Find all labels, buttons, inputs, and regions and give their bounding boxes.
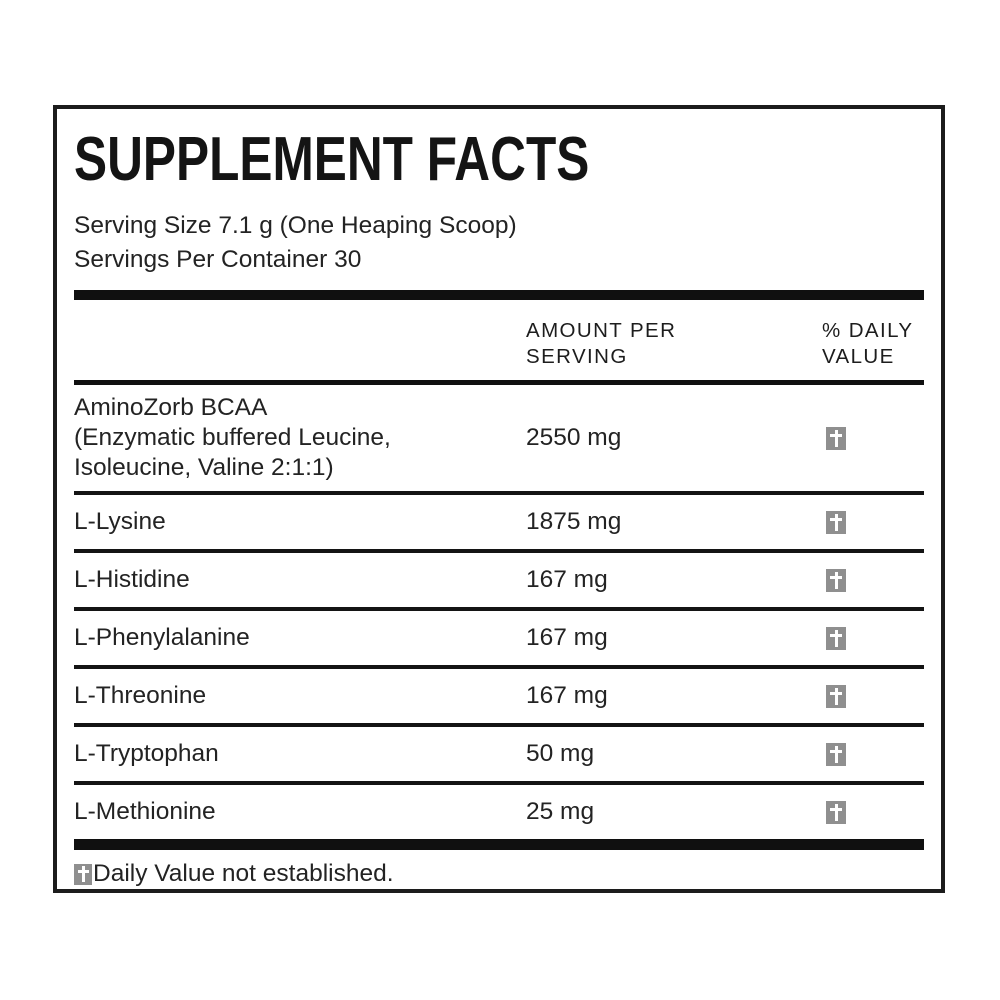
ingredient-amount: 1875 mg xyxy=(526,508,622,535)
table-row: L-Lysine 1875 mg xyxy=(74,495,924,549)
column-header-dv-line2: VALUE xyxy=(822,345,895,368)
column-header-amount: AMOUNT PER SERVING xyxy=(526,318,676,370)
row-divider xyxy=(74,607,924,611)
dagger-icon xyxy=(826,626,846,650)
ingredient-daily-value xyxy=(826,626,846,650)
serving-size-text: Serving Size 7.1 g (One Heaping Scoop) xyxy=(74,212,517,239)
table-row: L-Phenylalanine 167 mg xyxy=(74,611,924,665)
column-header-dv-line1: % DAILY xyxy=(822,319,914,342)
rule-above-header xyxy=(74,290,924,300)
ingredient-daily-value xyxy=(826,742,846,766)
supplement-facts-panel: SUPPLEMENT FACTS Serving Size 7.1 g (One… xyxy=(53,105,945,893)
ingredient-amount: 167 mg xyxy=(526,682,608,709)
ingredient-daily-value xyxy=(826,800,846,824)
column-header-amount-line1: AMOUNT PER xyxy=(526,319,677,342)
table-row: L-Tryptophan 50 mg xyxy=(74,727,924,781)
ingredient-daily-value xyxy=(826,684,846,708)
dagger-icon xyxy=(826,684,846,708)
dagger-icon xyxy=(826,800,846,824)
table-row: L-Threonine 167 mg xyxy=(74,669,924,723)
ingredient-name: L-Methionine xyxy=(74,798,216,825)
ingredient-amount: 25 mg xyxy=(526,798,595,825)
ingredient-daily-value xyxy=(826,568,846,592)
dagger-icon xyxy=(74,863,92,885)
ingredient-amount: 2550 mg xyxy=(526,424,622,451)
column-header-row: AMOUNT PER SERVING % DAILY VALUE xyxy=(74,300,924,380)
table-row: L-Histidine 167 mg xyxy=(74,553,924,607)
dagger-icon xyxy=(826,510,846,534)
ingredient-name: L-Phenylalanine xyxy=(74,624,250,651)
row-divider xyxy=(74,665,924,669)
ingredient-amount: 50 mg xyxy=(526,740,595,767)
ingredient-amount: 167 mg xyxy=(526,566,608,593)
dagger-icon xyxy=(826,568,846,592)
ingredient-name: L-Threonine xyxy=(74,682,207,709)
ingredient-daily-value xyxy=(826,510,846,534)
column-header-daily-value: % DAILY VALUE xyxy=(822,318,913,370)
rule-below-header xyxy=(74,380,924,385)
dagger-icon xyxy=(826,742,846,766)
ingredient-name: L-Tryptophan xyxy=(74,740,219,767)
column-header-amount-line2: SERVING xyxy=(526,345,628,368)
ingredient-daily-value xyxy=(826,426,846,450)
table-row: AminoZorb BCAA (Enzymatic buffered Leuci… xyxy=(74,385,924,491)
ingredient-amount: 167 mg xyxy=(526,624,608,651)
row-divider xyxy=(74,491,924,495)
ingredient-name: L-Histidine xyxy=(74,566,190,593)
page-title: SUPPLEMENT FACTS xyxy=(74,125,590,194)
ingredient-name: AminoZorb BCAA (Enzymatic buffered Leuci… xyxy=(74,394,391,481)
supplement-facts-inner: SUPPLEMENT FACTS Serving Size 7.1 g (One… xyxy=(74,125,924,887)
ingredient-name: L-Lysine xyxy=(74,508,166,535)
row-divider xyxy=(74,781,924,785)
table-row: L-Methionine 25 mg xyxy=(74,785,924,839)
servings-per-container-text: Servings Per Container 30 xyxy=(74,246,362,273)
row-divider xyxy=(74,723,924,727)
rule-above-footnote xyxy=(74,839,924,850)
footnote: Daily Value not established. xyxy=(74,859,924,889)
row-divider xyxy=(74,549,924,553)
serving-info: Serving Size 7.1 g (One Heaping Scoop) S… xyxy=(74,209,924,277)
dagger-icon xyxy=(826,426,846,450)
footnote-text: Daily Value not established. xyxy=(93,860,394,887)
